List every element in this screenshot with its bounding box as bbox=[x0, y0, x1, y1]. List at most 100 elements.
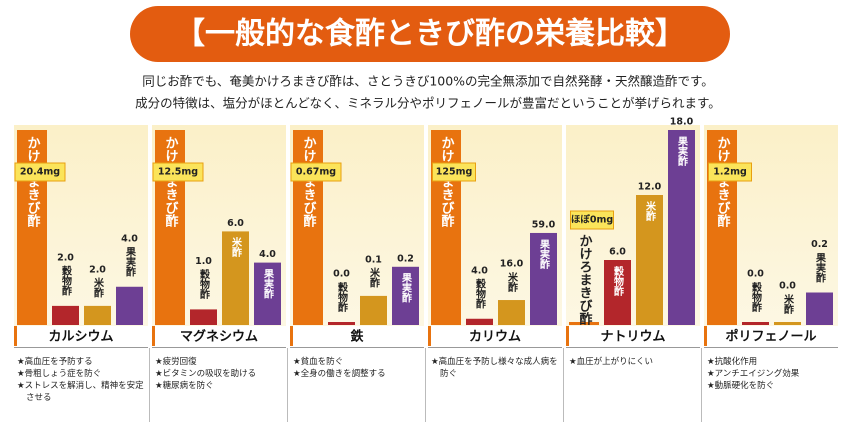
panel-name-band bbox=[704, 326, 838, 346]
panel-name-band bbox=[428, 326, 562, 346]
value-label-box bbox=[432, 162, 476, 182]
category-label: 穀物酢 bbox=[750, 281, 763, 313]
value-label: ほぼ0mg bbox=[571, 214, 613, 226]
panel-title: 鉄 bbox=[350, 329, 363, 345]
category-label: 米酢 bbox=[230, 236, 242, 258]
bar bbox=[52, 305, 79, 325]
panel-title: ポリフェノール bbox=[725, 329, 816, 345]
bar bbox=[806, 292, 833, 325]
category-label: 米酢 bbox=[92, 277, 104, 299]
title: 【一般的な食酢ときび酢の栄養比較】 bbox=[175, 17, 685, 52]
value-label-box bbox=[290, 162, 342, 182]
value-label: 59.0 bbox=[532, 219, 556, 230]
category-label: かけろまきび酢 bbox=[439, 136, 455, 228]
note: ★アンチエイジング効果 bbox=[707, 369, 800, 379]
value-label-box bbox=[14, 162, 66, 182]
panel-name-band bbox=[566, 326, 700, 346]
panel-title: カルシウム bbox=[48, 330, 113, 345]
bar bbox=[328, 322, 355, 325]
divider bbox=[290, 347, 424, 348]
value-label: 2.0 bbox=[57, 252, 74, 263]
category-label: かけろまきび酢 bbox=[25, 136, 41, 228]
panel-edge bbox=[152, 326, 155, 346]
value-label: 1.2mg bbox=[713, 167, 747, 178]
divider bbox=[704, 347, 838, 348]
bar bbox=[254, 262, 281, 325]
value-label-box bbox=[708, 162, 752, 182]
category-label: かけろまきび酢 bbox=[163, 136, 179, 228]
title-banner bbox=[130, 6, 730, 62]
notes: ★貧血を防ぐ ★全身の働きを調整する bbox=[293, 356, 421, 380]
category-label: かけろまきび酢 bbox=[715, 136, 731, 228]
value-label: 1.0 bbox=[195, 256, 212, 267]
value-label-box bbox=[570, 210, 614, 230]
divider bbox=[152, 347, 286, 348]
separator bbox=[149, 348, 150, 422]
value-label: 4.0 bbox=[121, 233, 138, 244]
value-label: 12.5mg bbox=[158, 167, 198, 178]
panel-edge bbox=[428, 326, 431, 346]
category-label: 穀物酢 bbox=[198, 268, 211, 300]
value-label: 12.0 bbox=[638, 182, 662, 193]
category-label: 米酢 bbox=[506, 271, 518, 293]
value-label: 0.67mg bbox=[296, 167, 336, 178]
category-label: 穀物酢 bbox=[336, 281, 349, 313]
value-label: 6.0 bbox=[227, 218, 244, 229]
bar bbox=[569, 322, 599, 325]
value-label: 0.1 bbox=[365, 254, 382, 265]
bar bbox=[742, 322, 769, 325]
value-label: 0.0 bbox=[779, 281, 796, 292]
note: ★全身の働きを調整する bbox=[293, 369, 386, 379]
separator bbox=[563, 348, 564, 422]
notes: ★疲労回復 ★ビタミンの吸収を助ける ★糖尿病を防ぐ bbox=[155, 356, 283, 392]
bar bbox=[498, 300, 525, 325]
category-label: 果実酢 bbox=[400, 273, 413, 304]
value-label: 6.0 bbox=[609, 247, 626, 258]
category-label: かけろまきび酢 bbox=[577, 234, 593, 326]
notes: ★高血圧を予防し様々な成人病を防ぐ bbox=[431, 356, 559, 380]
bar bbox=[530, 232, 557, 325]
separator bbox=[701, 348, 702, 422]
notes: ★抗酸化作用 ★アンチエイジング効果 ★動脈硬化を防ぐ bbox=[707, 356, 835, 392]
bar bbox=[190, 309, 217, 325]
category-label: 果実酢 bbox=[676, 136, 689, 167]
note: ★高血圧を予防し様々な成人病を防ぐ bbox=[431, 357, 558, 379]
bar bbox=[392, 266, 419, 325]
panel-title: ナトリウム bbox=[600, 330, 665, 345]
category-label: 米酢 bbox=[782, 293, 794, 315]
bar bbox=[604, 260, 631, 325]
category-label: 米酢 bbox=[368, 267, 380, 289]
value-label: 0.0 bbox=[333, 269, 350, 280]
panel-name-band bbox=[14, 326, 148, 346]
value-label: 18.0 bbox=[670, 117, 694, 128]
panel-edge bbox=[14, 326, 17, 346]
value-label: 4.0 bbox=[471, 265, 488, 276]
note: ★血圧が上がりにくい bbox=[569, 357, 653, 367]
bar bbox=[222, 231, 249, 325]
value-label: 0.0 bbox=[747, 269, 764, 280]
notes: ★高血圧を予防する ★骨粗しょう症を防ぐ ★ストレスを解消し、精神を安定させる bbox=[17, 356, 145, 404]
bar bbox=[84, 305, 111, 325]
note: ★高血圧を予防する bbox=[17, 357, 93, 367]
panel-edge bbox=[704, 326, 707, 346]
category-label: 穀物酢 bbox=[612, 265, 625, 297]
value-label: 16.0 bbox=[500, 259, 524, 270]
panel-title: カリウム bbox=[469, 330, 521, 345]
separator bbox=[425, 348, 426, 422]
description: 成分の特徴は、塩分がほとんどなく、ミネラル分やポリフェノールが豊富だということが… bbox=[135, 96, 721, 111]
category-label: 果実酢 bbox=[262, 268, 275, 299]
divider bbox=[428, 347, 562, 348]
value-label: 20.4mg bbox=[20, 167, 60, 178]
category-label: 果実酢 bbox=[124, 247, 137, 278]
panel-edge bbox=[566, 326, 569, 346]
note: ★動脈硬化を防ぐ bbox=[707, 381, 775, 391]
note: ★疲労回復 bbox=[155, 357, 197, 367]
bar bbox=[636, 195, 663, 325]
value-label: 4.0 bbox=[259, 249, 276, 260]
panel-name-band bbox=[152, 326, 286, 346]
category-label: 穀物酢 bbox=[60, 265, 73, 297]
note: ★抗酸化作用 bbox=[707, 357, 758, 367]
note: ★ストレスを解消し、精神を安定させる bbox=[17, 381, 144, 403]
